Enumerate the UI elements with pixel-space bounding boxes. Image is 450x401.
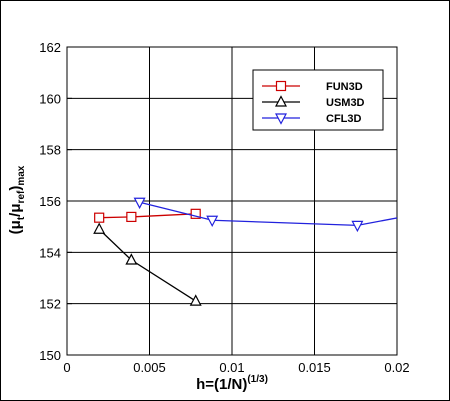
x-axis-title: h=(1/N)(1/3)	[196, 374, 268, 393]
series-layer	[93, 197, 397, 306]
grid	[67, 47, 397, 355]
data-point-fun3d	[94, 212, 105, 223]
data-point-cfl3d	[133, 197, 146, 210]
series-line-usm3d	[98, 228, 197, 302]
series-line-cfl3d	[139, 201, 397, 227]
data-point-usm3d	[189, 294, 202, 306]
y-tick-label: 154	[39, 245, 61, 260]
y-tick-label: 150	[39, 348, 61, 363]
ticks: 0 0.005 0.01 0.015 0.02 150 152 154 156 158 160 162	[39, 40, 409, 375]
series-fun3d	[94, 208, 201, 223]
data-point-cfl3d	[206, 215, 219, 228]
y-tick-label: 160	[39, 91, 61, 106]
y-axis-title: (μt/μref)max	[7, 165, 27, 234]
data-point-usm3d	[93, 222, 106, 234]
data-point-cfl3d	[351, 220, 364, 233]
x-tick-label: 0.01	[219, 360, 244, 375]
legend-marker-usm3d	[275, 95, 287, 107]
legend-marker-cfl3d	[275, 113, 287, 125]
legend-label-usm3d: USM3D	[326, 97, 365, 109]
legend-label-cfl3d: CFL3D	[326, 113, 362, 125]
legend-label-fun3d: FUN3D	[326, 81, 363, 93]
series-cfl3d	[133, 197, 397, 233]
legend-marker-fun3d	[275, 80, 287, 92]
x-tick-label: 0.005	[133, 360, 166, 375]
series-line-fun3d	[99, 213, 196, 219]
x-tick-label: 0.015	[298, 360, 331, 375]
x-tick-label: 0	[63, 360, 70, 375]
series-usm3d	[93, 222, 202, 306]
legend-box	[252, 69, 384, 131]
legend: FUN3D USM3D CFL3D	[252, 69, 384, 131]
data-point-usm3d	[125, 253, 138, 265]
data-point-fun3d	[190, 208, 201, 219]
y-tick-label: 152	[39, 297, 61, 312]
y-tick-label: 158	[39, 143, 61, 158]
y-tick-label: 162	[39, 40, 61, 55]
y-tick-label: 156	[39, 194, 61, 209]
data-point-fun3d	[126, 211, 137, 223]
x-tick-label: 0.02	[384, 360, 409, 375]
